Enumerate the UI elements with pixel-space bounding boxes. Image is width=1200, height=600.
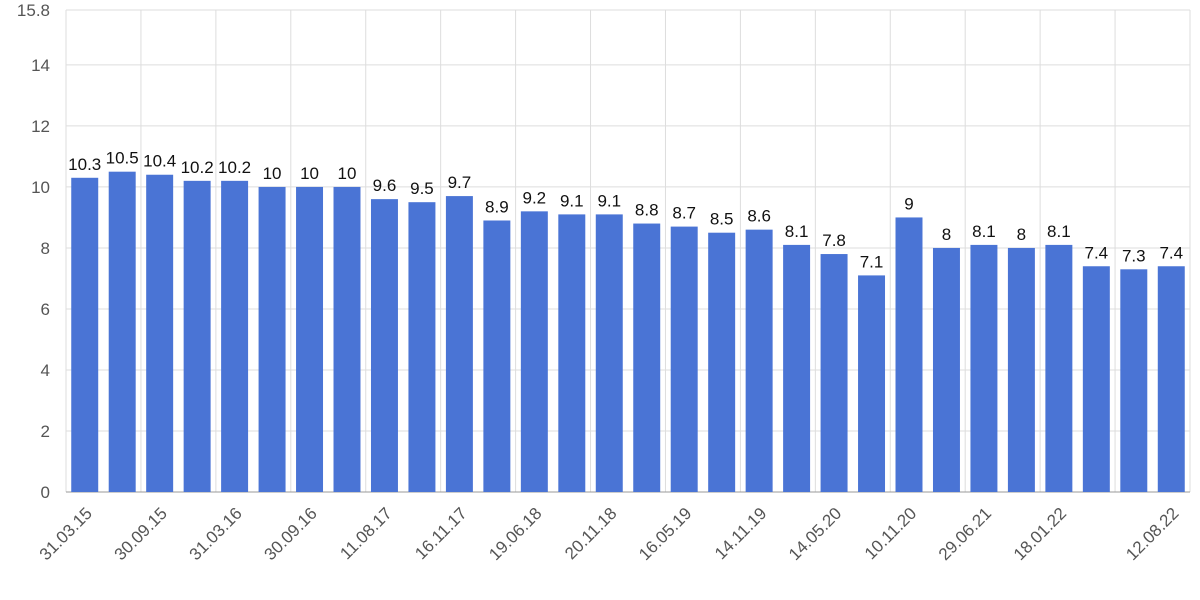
x-tick-label: 30.09.15 xyxy=(111,504,171,564)
bar xyxy=(71,177,99,493)
bar xyxy=(370,199,398,493)
value-label: 8.5 xyxy=(710,210,734,229)
value-label: 8.1 xyxy=(1047,222,1071,241)
bar xyxy=(670,226,698,492)
y-tick-label: 0 xyxy=(41,483,50,502)
value-label: 9 xyxy=(904,194,913,213)
value-label: 7.1 xyxy=(860,252,884,271)
y-tick-label: 14 xyxy=(31,56,50,75)
value-label: 10 xyxy=(263,164,282,183)
bar xyxy=(820,254,848,492)
bar xyxy=(932,247,960,492)
y-tick-label: 4 xyxy=(41,361,50,380)
y-tick-label: 6 xyxy=(41,300,50,319)
bar xyxy=(858,275,886,492)
value-label: 8 xyxy=(1017,225,1026,244)
value-label: 10.3 xyxy=(68,155,101,174)
bar xyxy=(1120,269,1148,492)
bar xyxy=(895,217,923,492)
x-tick-label: 11.08.17 xyxy=(336,504,395,563)
bar xyxy=(108,171,136,493)
x-tick-label: 20.11.18 xyxy=(561,504,620,563)
value-label: 7.4 xyxy=(1159,243,1183,262)
y-tick-label: 8 xyxy=(41,239,50,258)
value-label: 10 xyxy=(300,164,319,183)
bar xyxy=(296,186,324,492)
x-tick-label: 31.03.16 xyxy=(186,504,246,564)
x-tick-label: 18.01.22 xyxy=(1010,504,1070,564)
bar xyxy=(1007,247,1035,492)
bar xyxy=(146,174,174,492)
x-tick-label: 14.11.19 xyxy=(711,504,770,563)
bar xyxy=(333,186,361,492)
x-tick-label: 10.11.20 xyxy=(861,504,920,563)
x-tick-label: 19.06.18 xyxy=(485,504,545,564)
value-label: 7.8 xyxy=(822,231,846,250)
value-label: 9.2 xyxy=(523,188,547,207)
value-label: 7.3 xyxy=(1122,246,1146,265)
y-tick-label: 12 xyxy=(31,117,50,136)
value-label: 8.6 xyxy=(747,207,771,226)
x-tick-label: 16.11.17 xyxy=(411,504,470,563)
value-label: 9.1 xyxy=(597,191,621,210)
value-label: 8.1 xyxy=(972,222,996,241)
y-tick-label: 2 xyxy=(41,422,50,441)
x-tick-label: 12.08.22 xyxy=(1122,504,1182,564)
value-label: 10.4 xyxy=(143,152,176,171)
bar xyxy=(183,180,211,492)
bar xyxy=(1045,244,1073,492)
bar xyxy=(633,223,661,492)
value-label: 9.7 xyxy=(448,173,472,192)
bar xyxy=(445,196,473,492)
value-label: 9.1 xyxy=(560,191,584,210)
bar xyxy=(483,220,511,493)
value-label: 8 xyxy=(942,225,951,244)
x-tick-label: 31.03.15 xyxy=(36,504,96,564)
x-tick-label: 30.09.16 xyxy=(261,504,321,564)
bar xyxy=(408,202,436,492)
y-tick-label: 10 xyxy=(31,178,50,197)
value-label: 8.7 xyxy=(672,204,696,223)
bar xyxy=(708,232,736,492)
value-label: 10 xyxy=(338,164,357,183)
value-label: 9.5 xyxy=(410,179,434,198)
value-label: 10.2 xyxy=(218,158,251,177)
bar xyxy=(221,180,249,492)
value-label: 10.2 xyxy=(181,158,214,177)
bar xyxy=(595,214,623,493)
x-tick-label: 29.06.21 xyxy=(935,504,995,564)
value-label: 8.8 xyxy=(635,201,659,220)
y-tick-label: 15.8 xyxy=(17,1,50,20)
value-label: 8.1 xyxy=(785,222,809,241)
value-label: 9.6 xyxy=(373,176,397,195)
bar xyxy=(1157,266,1185,492)
bar xyxy=(558,214,586,493)
x-tick-label: 14.05.20 xyxy=(785,504,845,564)
bar xyxy=(745,229,773,492)
value-label: 8.9 xyxy=(485,197,509,216)
value-label: 7.4 xyxy=(1085,243,1109,262)
value-label: 10.5 xyxy=(106,149,139,168)
bar xyxy=(1082,266,1110,492)
bar xyxy=(783,244,811,492)
bar xyxy=(258,186,286,492)
x-tick-label: 16.05.19 xyxy=(635,504,695,564)
bar xyxy=(970,244,998,492)
bar xyxy=(520,211,548,492)
